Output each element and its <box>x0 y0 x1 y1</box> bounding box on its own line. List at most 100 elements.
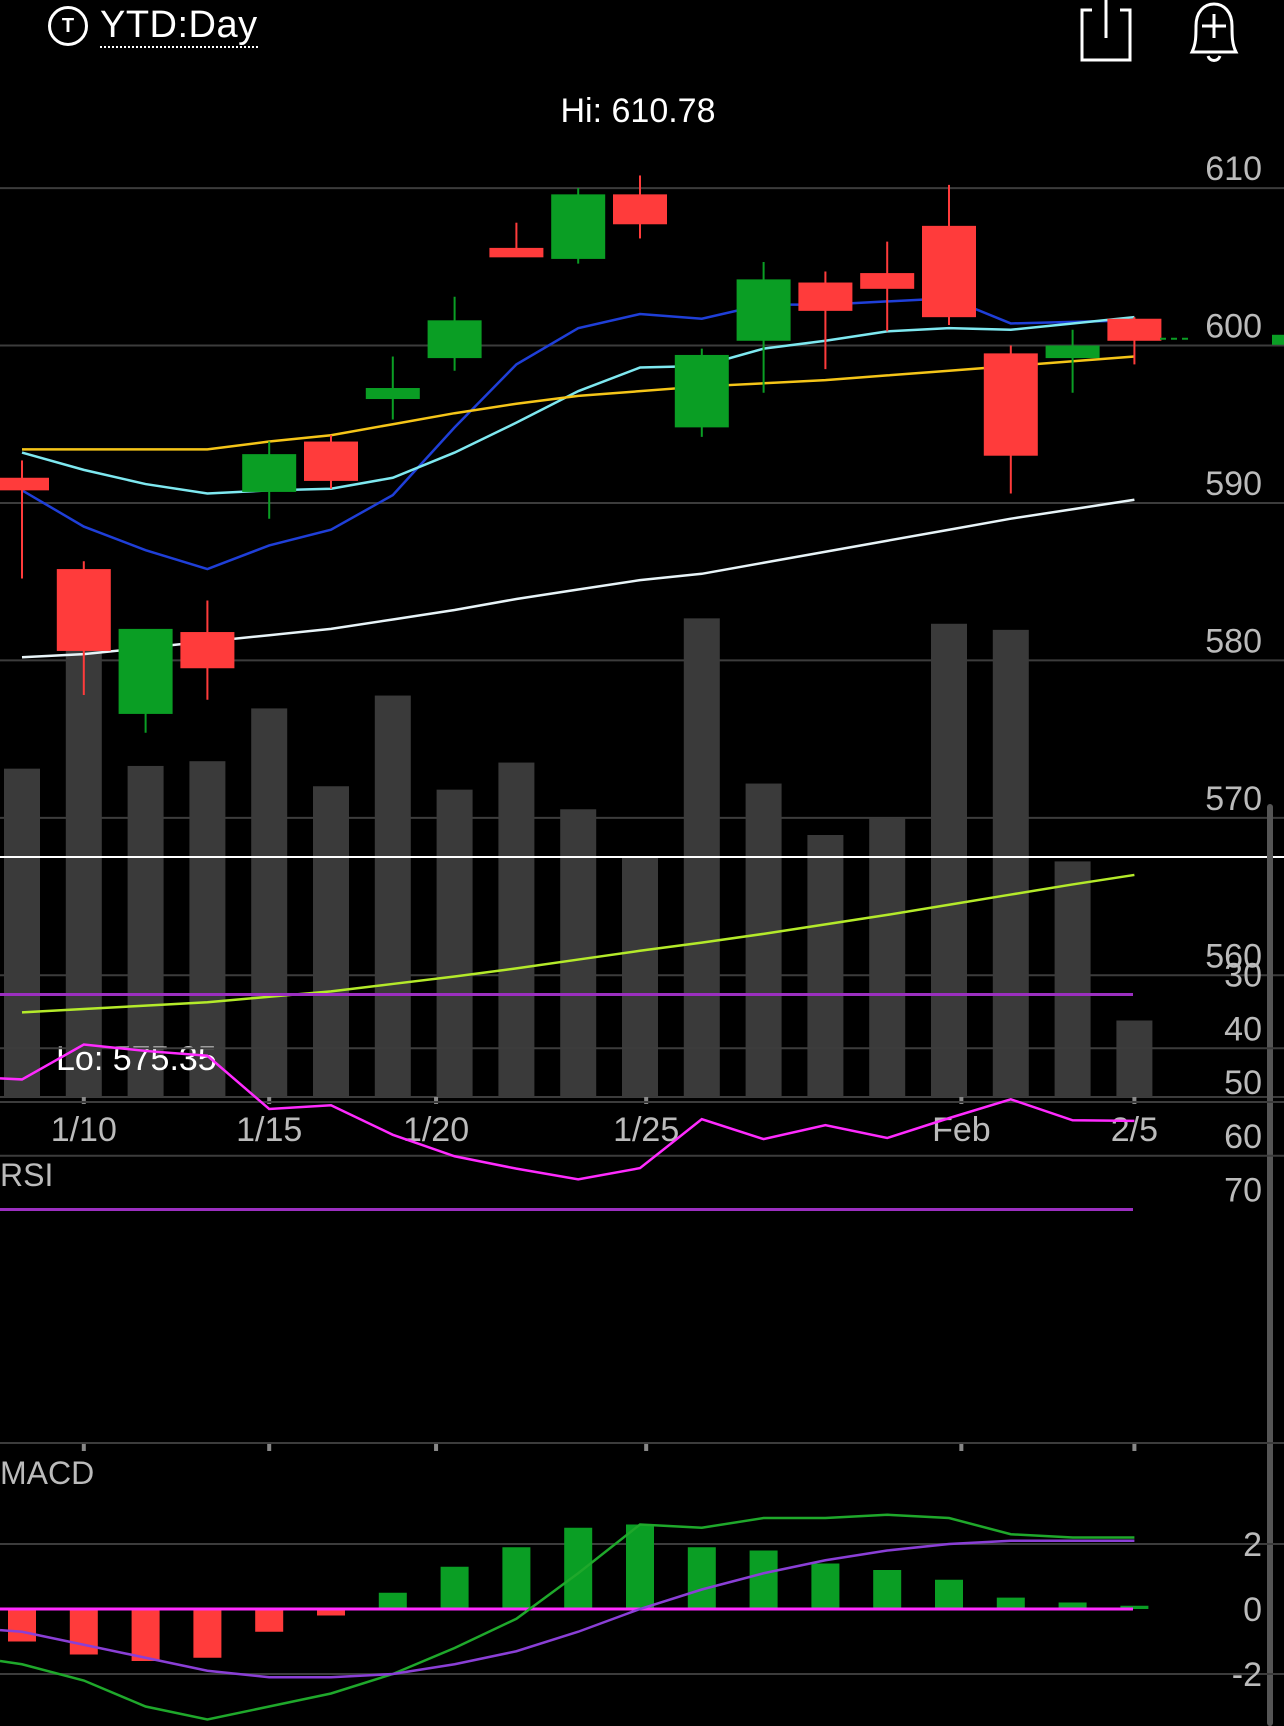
volume-bar <box>374 695 411 1097</box>
ma-blue-line <box>21 297 1135 571</box>
volume-bar <box>498 762 535 1097</box>
macd-histogram-bar <box>255 1609 284 1632</box>
candle-body <box>1045 345 1100 359</box>
macd-histogram-bar <box>626 1524 654 1609</box>
candle-body <box>56 569 111 651</box>
share-icon <box>1080 0 1132 62</box>
price-axis: 560 570 580 590 600 610 <box>1205 150 1262 975</box>
volume-bar <box>436 789 473 1097</box>
candlesticks <box>0 175 1284 733</box>
period-label[interactable]: YTD:Day <box>100 4 258 48</box>
volume-bar <box>745 783 782 1097</box>
macd-histogram-bar <box>8 1609 36 1642</box>
price-tick-label: 600 <box>1205 308 1262 346</box>
ma-yellow-line <box>22 355 1135 451</box>
candle-body <box>242 454 297 492</box>
macd-histogram-bar <box>131 1609 160 1661</box>
candle-body <box>922 225 976 318</box>
volume-bar <box>251 708 288 1097</box>
date-tick-label: 1/25 <box>613 1111 679 1149</box>
macd-histogram-bar <box>687 1547 716 1609</box>
price-tick-label: 590 <box>1205 465 1262 503</box>
date-tick-label: Feb <box>932 1111 991 1149</box>
date-tick-label: 1/20 <box>403 1111 469 1149</box>
volume-ma-line <box>21 873 1135 1014</box>
macd-tick-label: 0 <box>1243 1591 1262 1629</box>
signal-line <box>0 1539 1135 1679</box>
volume-bar <box>931 623 967 1097</box>
candle-body <box>613 194 667 225</box>
date-axis: 1/10 1/15 1/20 1/25 Feb 2/5 <box>51 1097 1158 1451</box>
volume-bar <box>622 855 658 1097</box>
candle-body <box>736 279 791 341</box>
macd-tick-label: 2 <box>1243 1526 1262 1564</box>
period-selector[interactable]: T YTD:Day <box>48 2 258 50</box>
ticker-icon-letter: T <box>61 14 75 37</box>
price-tick-label: 560 <box>1205 937 1262 975</box>
price-tick-label: 610 <box>1205 150 1262 188</box>
macd-histogram-bar <box>811 1563 840 1609</box>
volume-bar <box>869 818 906 1097</box>
macd-histogram-bar <box>317 1609 345 1616</box>
chart-header: T YTD:Day <box>0 0 1284 62</box>
date-tick-label: 1/10 <box>51 1111 117 1149</box>
macd-panel: MACD -2 0 2 <box>0 1455 1284 1721</box>
volume-bar <box>1054 861 1091 1097</box>
date-tick-label: 1/15 <box>236 1111 302 1149</box>
rsi-tick-label: 50 <box>1224 1064 1262 1102</box>
candle-body <box>304 441 358 481</box>
macd-title: MACD <box>0 1455 94 1491</box>
share-button[interactable] <box>1078 0 1134 64</box>
candle-body <box>427 320 482 359</box>
volume-bars <box>4 596 1153 1097</box>
ticker-icon: T <box>48 6 88 46</box>
ma-cyan-line <box>21 315 1135 495</box>
macd-histogram-bar <box>873 1570 902 1609</box>
volume-bar <box>1116 1020 1153 1097</box>
macd-histogram-bar <box>378 1592 407 1609</box>
macd-histogram-bar <box>749 1550 778 1609</box>
macd-histogram-bar <box>935 1579 963 1609</box>
scroll-indicator[interactable] <box>1267 804 1273 1726</box>
high-label: Hi: 610.78 <box>561 92 716 130</box>
price-tick-label: 580 <box>1205 622 1262 660</box>
volume-bar <box>4 768 40 1097</box>
candle-body <box>365 388 420 400</box>
candle-body <box>860 273 915 289</box>
candle-body <box>489 247 544 258</box>
macd-tick-label: -2 <box>1232 1656 1262 1694</box>
macd-histogram-bar <box>502 1547 531 1609</box>
macd-line <box>0 1513 1135 1721</box>
volume-bar <box>560 809 597 1097</box>
moving-average-lines <box>21 297 1135 659</box>
date-tick-label: 2/5 <box>1111 1111 1158 1149</box>
add-alert-button[interactable] <box>1180 0 1244 64</box>
rsi-tick-label: 40 <box>1224 1010 1262 1048</box>
candle-body <box>674 354 729 428</box>
add-alert-icon <box>1189 2 1239 62</box>
rsi-line <box>0 1043 1135 1181</box>
candle-body <box>1107 318 1162 341</box>
volume-bar <box>807 835 844 1097</box>
candle-body <box>798 282 853 311</box>
candle-body <box>118 628 173 714</box>
volume-bar <box>189 761 226 1097</box>
volume-bar <box>313 786 349 1097</box>
candle-body <box>0 477 49 491</box>
rsi-title: RSI <box>0 1157 53 1193</box>
candle-body <box>551 194 606 259</box>
macd-histogram-bar <box>193 1609 222 1658</box>
volume-bar <box>127 765 164 1097</box>
rsi-tick-label: 70 <box>1224 1172 1262 1210</box>
macd-histogram-bar <box>1058 1602 1087 1609</box>
candle-body <box>983 353 1038 456</box>
volume-bar <box>992 629 1029 1097</box>
price-tick-label: 570 <box>1205 780 1262 818</box>
rsi-tick-label: 60 <box>1224 1118 1262 1156</box>
candle-body <box>180 632 235 669</box>
macd-histogram-bar <box>564 1527 593 1609</box>
rsi-tick-label: 30 <box>1224 957 1262 995</box>
macd-histogram-bar <box>996 1597 1025 1609</box>
last-price-marker <box>1272 334 1284 345</box>
